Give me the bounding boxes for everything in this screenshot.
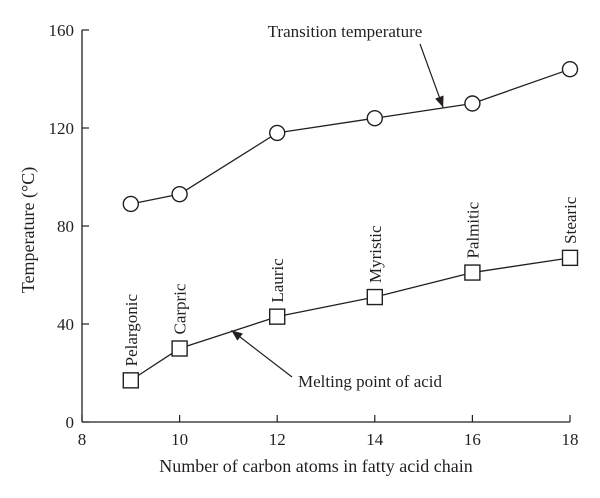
y-tick-label: 120 <box>49 119 75 138</box>
circle-marker <box>464 95 481 112</box>
y-axis-label: Temperature (°C) <box>18 167 39 293</box>
annotations: Transition temperature Melting point of a… <box>231 22 444 391</box>
transition-temperature-arrow-line <box>419 43 444 108</box>
acid-label: Palmitic <box>463 201 482 258</box>
series-2-segment <box>136 352 174 377</box>
melting-point-arrow-head <box>231 330 243 341</box>
x-tick-label: 16 <box>464 430 481 449</box>
x-tick-label: 14 <box>366 430 384 449</box>
square-marker <box>561 249 579 267</box>
circle-marker <box>366 109 383 127</box>
series-2-segment <box>284 297 368 316</box>
y-tick-label: 160 <box>49 21 75 40</box>
category-labels: Pelargonic Carpric Lauric Myristic Palmitic S… <box>122 196 580 366</box>
circle-marker <box>561 60 579 78</box>
series-2-segment <box>381 273 466 296</box>
x-axis-label: Number of carbon atoms in fatty acid cha… <box>159 456 472 476</box>
series-1-segment <box>138 194 173 204</box>
x-tick-label: 8 <box>78 430 87 449</box>
series-1-segment <box>382 103 466 118</box>
series-1-segment <box>479 71 564 102</box>
acid-label: Carpric <box>171 283 190 334</box>
transition-temperature-arrow-head <box>435 95 444 108</box>
melting-point-arrow-line <box>231 329 293 378</box>
square-marker <box>122 372 140 389</box>
acid-label: Stearic <box>561 196 580 244</box>
circle-marker <box>122 195 140 213</box>
series-1-segment <box>284 118 368 133</box>
x-tick-label: 18 <box>562 430 579 449</box>
circle-marker <box>269 124 286 142</box>
series-2-segment <box>479 258 563 273</box>
melting-point-label: Melting point of acid <box>298 372 443 391</box>
axes <box>81 30 570 423</box>
y-tick-label: 80 <box>57 217 74 236</box>
acid-label: Myristic <box>366 225 385 283</box>
y-tick-label: 0 <box>66 413 75 432</box>
series <box>122 60 579 389</box>
ticks: 8 10 12 14 16 18 0 40 80 120 160 <box>49 21 579 449</box>
circle-marker <box>171 185 188 203</box>
square-marker <box>366 288 383 306</box>
x-tick-label: 12 <box>269 430 286 449</box>
y-tick-label: 40 <box>57 315 74 334</box>
square-marker <box>269 308 286 325</box>
acid-label: Lauric <box>268 258 287 303</box>
square-marker <box>171 340 188 357</box>
series-2-segment <box>186 318 271 347</box>
square-marker <box>464 264 481 281</box>
series-1-segment <box>185 136 272 191</box>
transition-temperature-label: Transition temperature <box>268 22 423 41</box>
acid-label: Pelargonic <box>122 294 141 367</box>
x-tick-label: 10 <box>171 430 188 449</box>
